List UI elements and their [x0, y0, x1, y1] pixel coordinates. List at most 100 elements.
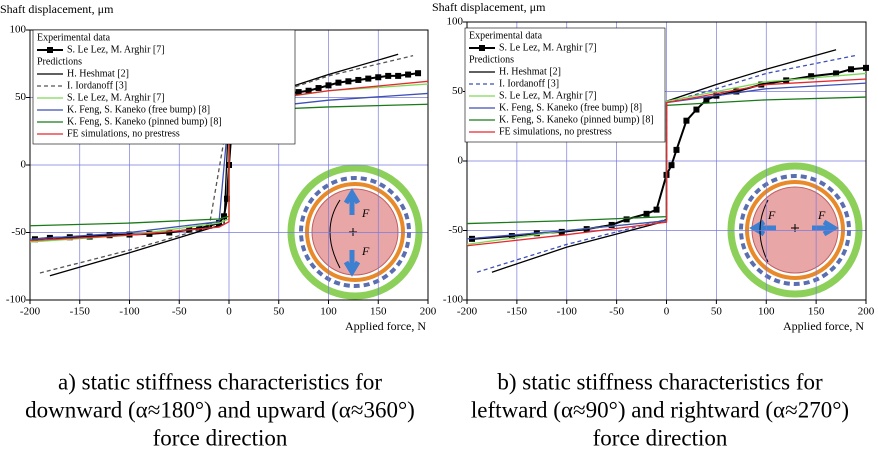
legend-box — [464, 27, 666, 143]
legend-label: I. Iordanoff [3] — [67, 80, 127, 91]
legend-label: I. Iordanoff [3] — [499, 78, 559, 89]
caption: b) static stiffness characteristics for — [497, 369, 823, 394]
data-point — [693, 106, 700, 113]
data-point — [86, 233, 93, 240]
legend-label: H. Heshmat [2] — [499, 66, 561, 77]
data-point — [833, 70, 840, 77]
legend-label: K. Feng, S. Kaneko (free bump) [8] — [67, 104, 210, 115]
y-tick-label: 50 — [452, 85, 464, 97]
data-point — [608, 221, 615, 228]
legend-label: K. Feng, S. Kaneko (free bump) [8] — [499, 102, 642, 113]
legend-marker — [479, 45, 485, 51]
series-line — [29, 80, 429, 242]
y-axis-label: Shaft displacement, μm — [0, 2, 114, 16]
x-tick-label: 200 — [420, 306, 437, 318]
data-point — [558, 228, 565, 235]
legend-header: Predictions — [469, 54, 514, 65]
x-tick-label: 100 — [320, 306, 337, 318]
y-tick-label: -50 — [11, 226, 26, 238]
x-axis-label: Applied force, N — [783, 319, 864, 333]
legend-header: Predictions — [37, 56, 82, 67]
y-tick-label: 0 — [458, 155, 464, 167]
data-point — [863, 64, 869, 71]
legend-label: FE simulations, no prestress — [67, 128, 180, 139]
y-tick-label: -100 — [443, 294, 464, 306]
y-axis-label: Shaft displacement, μm — [432, 0, 546, 14]
data-point — [335, 79, 342, 86]
data-point — [385, 72, 392, 79]
x-tick-label: 50 — [711, 306, 723, 318]
inset-label: F — [817, 208, 826, 222]
data-point — [415, 70, 422, 77]
data-point — [295, 89, 302, 96]
data-point — [66, 234, 73, 241]
data-point — [623, 216, 630, 223]
caption: a) static stiffness characteristics for — [58, 369, 382, 394]
data-point — [305, 87, 312, 94]
data-point — [224, 195, 231, 202]
x-tick-label: -50 — [609, 306, 624, 318]
data-point — [653, 206, 660, 213]
x-tick-label: -100 — [557, 306, 578, 318]
legend-label: S. Le Lez, M. Arghir [7] — [67, 44, 165, 55]
data-point — [355, 76, 362, 83]
x-tick-label: -150 — [507, 306, 528, 318]
x-tick-label: -200 — [20, 306, 41, 318]
series-line — [29, 92, 429, 240]
x-tick-label: 150 — [370, 306, 387, 318]
caption: force direction — [153, 425, 288, 450]
series-line — [476, 54, 857, 273]
legend-label: S. Le Lez, M. Arghir [7] — [67, 92, 165, 103]
y-tick-label: -50 — [448, 224, 463, 236]
series-line — [466, 78, 867, 247]
legend-header: Experimental data — [469, 30, 543, 41]
series-line — [39, 55, 414, 274]
x-tick-label: 150 — [808, 306, 825, 318]
x-tick-label: -100 — [119, 306, 140, 318]
data-point — [808, 73, 815, 80]
data-point — [703, 96, 710, 103]
data-point — [733, 88, 740, 95]
x-tick-label: -200 — [457, 306, 478, 318]
legend-label: S. Le Lez, M. Arghir [7] — [499, 90, 597, 101]
y-tick-label: 50 — [15, 91, 27, 103]
legend-label: K. Feng, S. Kaneko (pinned bump) [8] — [499, 114, 654, 125]
x-tick-label: 200 — [858, 306, 875, 318]
legend-label: H. Heshmat [2] — [67, 68, 129, 79]
data-point — [325, 82, 332, 89]
legend-label: FE simulations, no prestress — [499, 126, 612, 137]
y-tick-label: -100 — [6, 294, 27, 306]
x-tick-label: -50 — [172, 306, 187, 318]
series-line — [49, 53, 399, 277]
legend-label: K. Feng, S. Kaneko (pinned bump) [8] — [67, 116, 222, 127]
y-tick-label: 0 — [21, 159, 27, 171]
legend-box — [32, 29, 296, 145]
caption: force direction — [593, 425, 728, 450]
inset-a — [287, 164, 423, 300]
data-point — [166, 229, 173, 236]
caption: downward (α≈180°) and upward (α≈360°) — [25, 397, 415, 422]
inset-label: F — [361, 244, 370, 258]
y-tick-label: 100 — [447, 16, 464, 28]
x-tick-label: 0 — [664, 306, 670, 318]
x-tick-label: 100 — [758, 306, 775, 318]
plot: -200 -150 -100 -50 0 50 100 150 200 -100 -50 0 50 100… — [432, 0, 875, 450]
caption: leftward (α≈90°) and rightward (α≈270°) — [471, 397, 849, 422]
data-point — [315, 85, 322, 92]
data-point — [106, 232, 113, 239]
inset-label: F — [767, 208, 776, 222]
data-point — [683, 117, 690, 124]
data-point — [126, 231, 133, 238]
x-tick-label: -150 — [70, 306, 91, 318]
data-point — [395, 72, 402, 79]
x-axis-label: Applied force, N — [345, 319, 426, 333]
legend-header: Experimental data — [37, 32, 111, 43]
data-point — [345, 78, 352, 85]
data-point — [405, 71, 412, 78]
data-point — [508, 233, 515, 240]
legend: Experimental data S. Le Lez, M. Arghir [7… — [464, 27, 666, 143]
data-point — [375, 74, 382, 81]
inset-label: F — [361, 206, 370, 220]
